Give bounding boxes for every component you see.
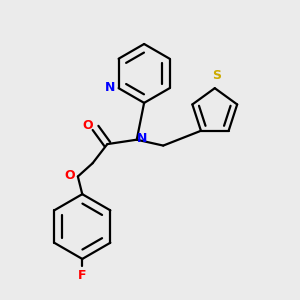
- Text: N: N: [105, 81, 115, 94]
- Text: F: F: [78, 269, 86, 282]
- Text: S: S: [212, 69, 221, 82]
- Text: O: O: [64, 169, 75, 182]
- Text: N: N: [137, 132, 147, 145]
- Text: O: O: [82, 119, 93, 132]
